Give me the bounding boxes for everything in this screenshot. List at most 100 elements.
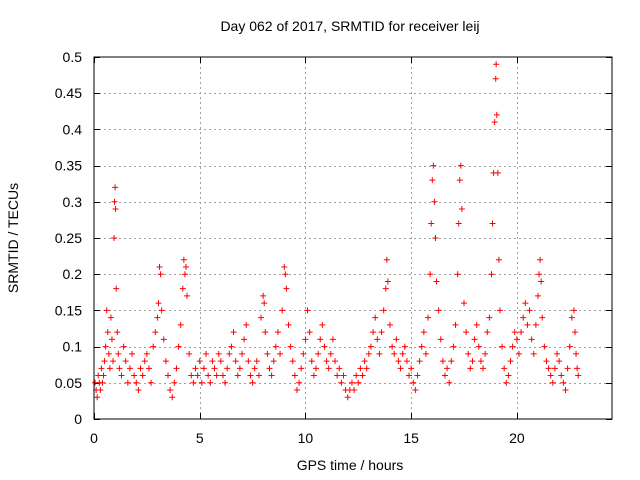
data-point [112, 184, 119, 191]
data-point [446, 379, 453, 386]
data-point [507, 358, 514, 365]
data-point [118, 372, 125, 379]
data-point [99, 379, 106, 386]
y-tick-label: 0.05 [55, 375, 82, 391]
data-point [222, 379, 229, 386]
data-point [323, 358, 330, 365]
data-point [179, 285, 186, 292]
data-point [289, 358, 296, 365]
data-point [430, 162, 437, 169]
data-point [239, 350, 245, 357]
data-point [310, 372, 317, 379]
data-point [114, 329, 121, 336]
data-point [171, 379, 178, 386]
data-point [95, 372, 102, 379]
data-point [401, 343, 408, 350]
y-tick-label: 0.25 [55, 230, 82, 246]
data-point [378, 329, 385, 336]
data-point [416, 358, 423, 365]
data-point [524, 321, 531, 328]
data-point [110, 358, 117, 365]
data-point [319, 321, 326, 328]
data-point [573, 350, 580, 357]
y-tick-label: 0.1 [63, 339, 83, 355]
data-point [332, 358, 339, 365]
y-tick-label: 0.15 [55, 302, 82, 318]
data-point [162, 358, 169, 365]
data-point [551, 365, 558, 372]
data-point [450, 343, 457, 350]
data-point [135, 387, 142, 394]
data-point [154, 314, 161, 321]
data-point [211, 365, 218, 372]
data-point [296, 379, 303, 386]
data-point [384, 278, 391, 285]
data-point [509, 343, 516, 350]
data-point [129, 350, 136, 357]
data-point [188, 372, 195, 379]
data-point [489, 220, 496, 227]
data-point [102, 343, 109, 350]
data-point [181, 271, 188, 278]
data-point [473, 321, 480, 328]
data-point [441, 372, 448, 379]
data-point [564, 365, 571, 372]
data-point [105, 350, 112, 357]
data-point [365, 350, 372, 357]
data-point [418, 343, 425, 350]
data-point [566, 343, 573, 350]
data-point [380, 307, 387, 314]
data-point [467, 365, 474, 372]
data-point [177, 321, 184, 328]
data-point [428, 220, 435, 227]
data-point [340, 372, 347, 379]
data-point [213, 372, 220, 379]
data-point [344, 394, 351, 401]
data-point [148, 379, 155, 386]
data-point [429, 177, 436, 184]
data-point [112, 206, 119, 213]
data-point [513, 336, 520, 343]
data-point [367, 343, 374, 350]
data-point [281, 263, 288, 270]
data-point [131, 372, 138, 379]
data-point [530, 350, 537, 357]
data-point [570, 307, 577, 314]
data-point [554, 350, 561, 357]
data-point [224, 365, 231, 372]
data-point [461, 300, 467, 307]
data-point [403, 358, 410, 365]
data-point [520, 314, 527, 321]
data-point [283, 285, 290, 292]
data-point [568, 314, 575, 321]
data-point [279, 307, 286, 314]
data-point [389, 343, 396, 350]
data-point [376, 350, 383, 357]
data-point [538, 278, 545, 285]
x-tick-label: 0 [90, 430, 98, 446]
data-point [104, 329, 111, 336]
data-point [363, 365, 370, 372]
data-point [456, 177, 463, 184]
data-point [425, 314, 432, 321]
data-point [207, 379, 214, 386]
x-tick-labels: 0 5 10 15 20 [90, 430, 525, 446]
data-point [562, 387, 569, 394]
data-point [97, 387, 104, 394]
data-point [496, 307, 503, 314]
data-point [406, 372, 413, 379]
data-point [391, 350, 398, 357]
data-point [157, 271, 164, 278]
data-point [243, 321, 250, 328]
data-point [338, 379, 345, 386]
data-point [486, 314, 493, 321]
data-point [493, 111, 500, 118]
data-point [247, 372, 254, 379]
data-point [98, 365, 105, 372]
data-point [194, 372, 201, 379]
data-point [236, 365, 243, 372]
data-point [219, 372, 226, 379]
data-point [414, 372, 421, 379]
data-point [484, 329, 491, 336]
data-point [433, 278, 440, 285]
